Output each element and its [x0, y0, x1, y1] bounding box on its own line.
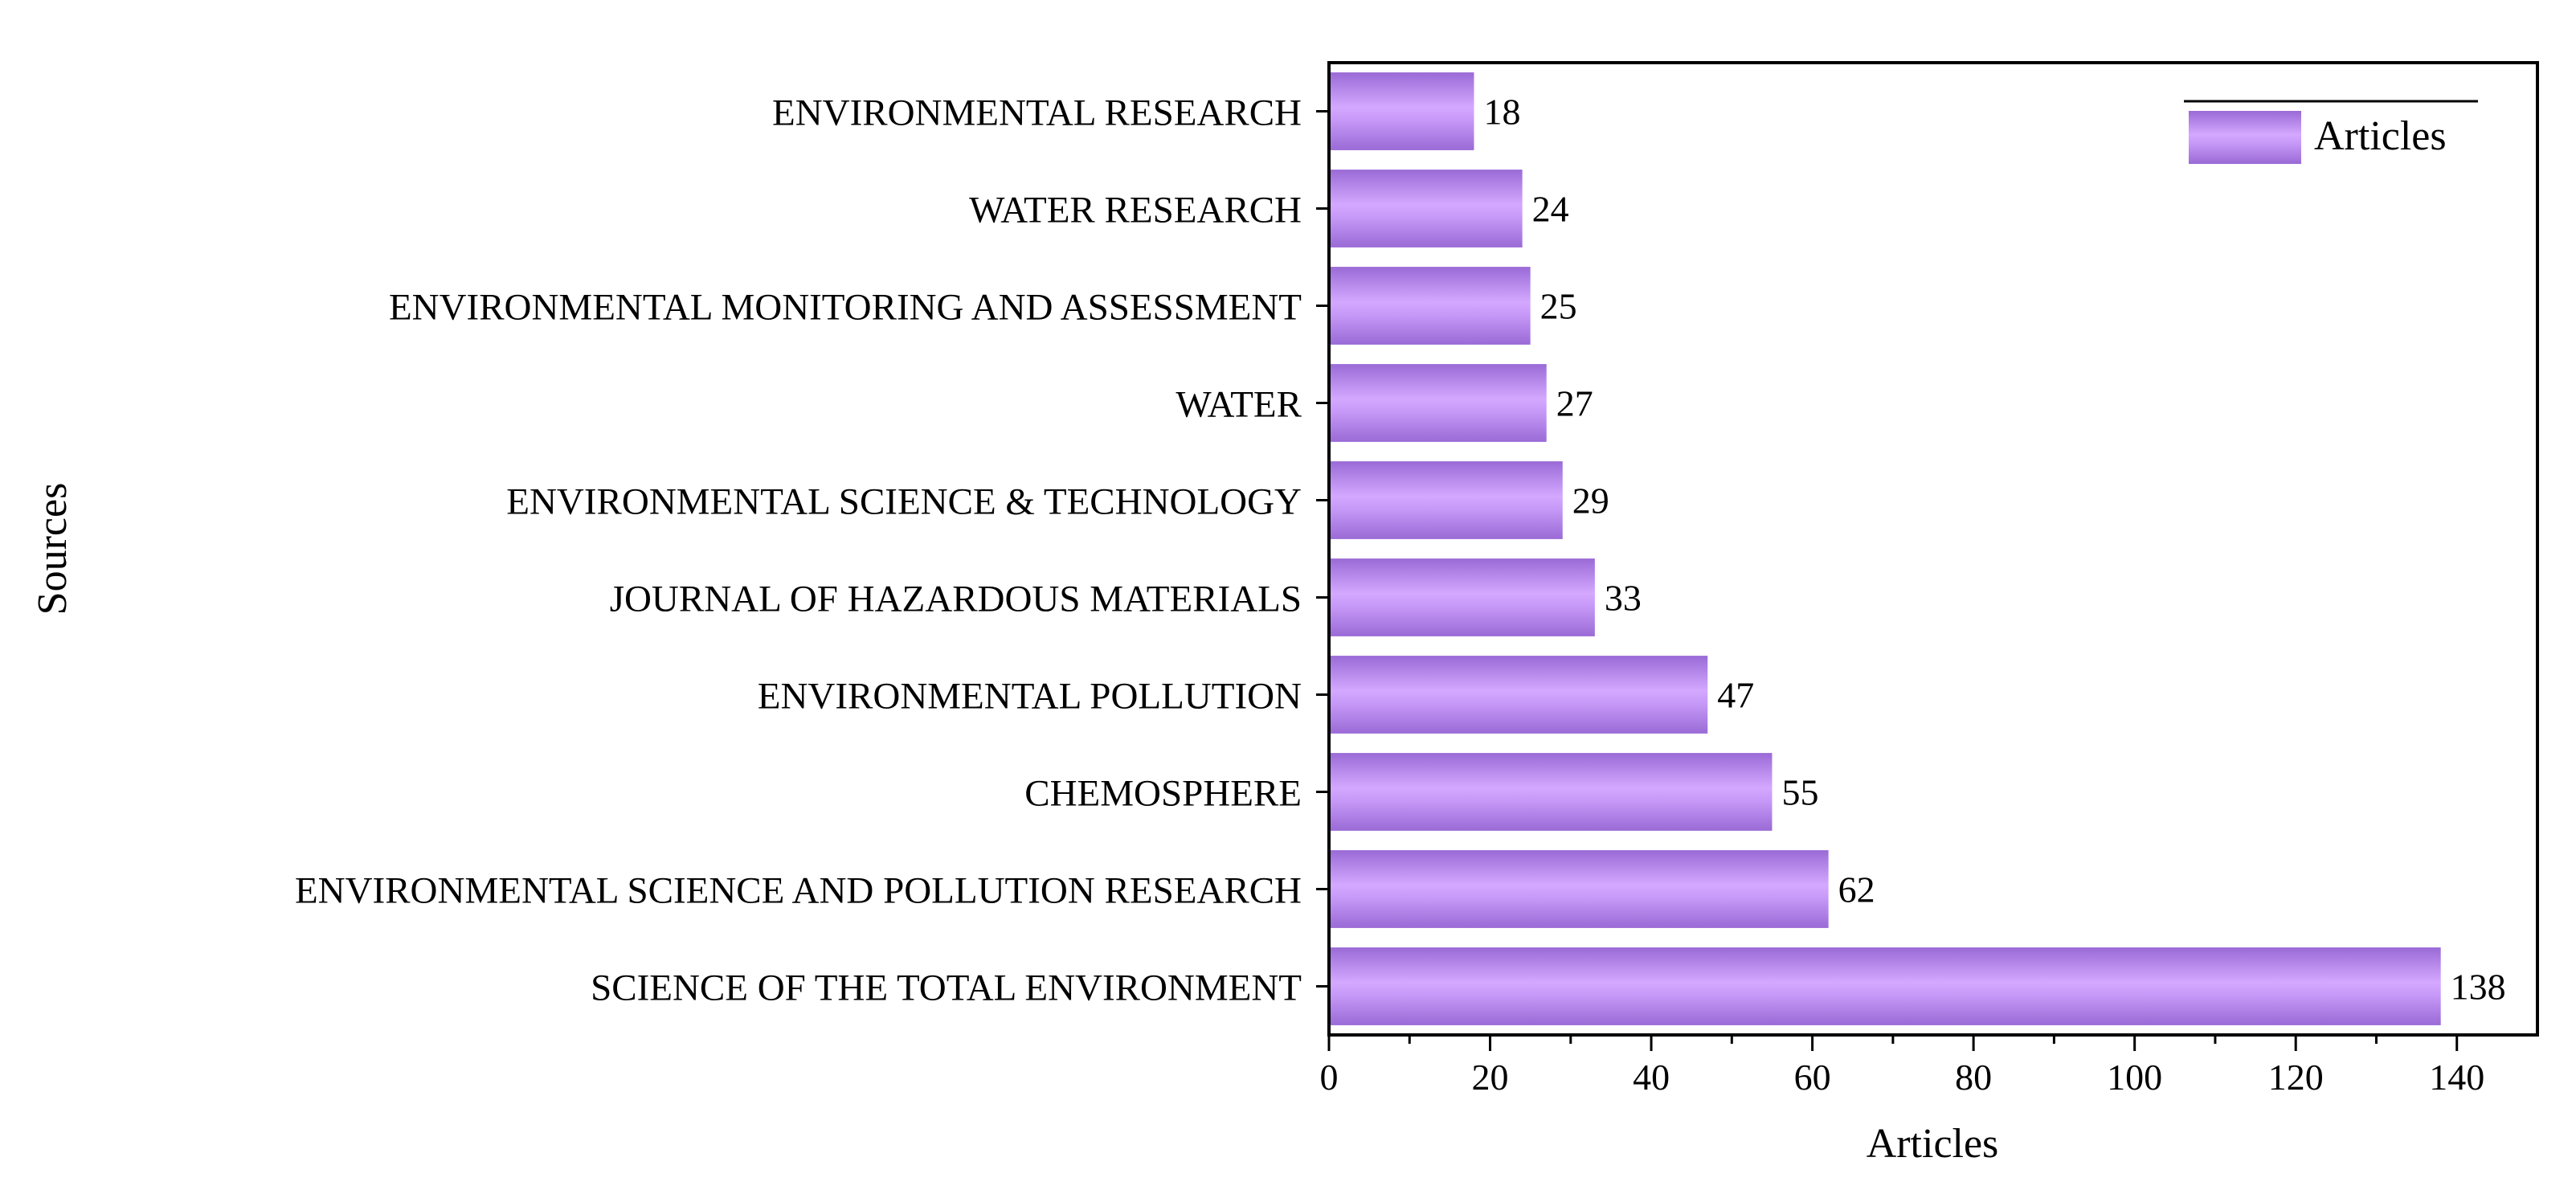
bar-value-label: 33	[1605, 578, 1642, 619]
category-label: ENVIRONMENTAL SCIENCE & TECHNOLOGY	[506, 481, 1302, 523]
bar-value-label: 27	[1556, 383, 1593, 424]
bar-value-label: 29	[1572, 481, 1609, 521]
category-label: WATER	[1176, 384, 1302, 426]
legend: Articles	[2184, 100, 2478, 164]
category-label: ENVIRONMENTAL POLLUTION	[758, 676, 1302, 718]
bar-value-label: 18	[1483, 92, 1520, 133]
y-axis-ticks-group	[1316, 110, 1329, 988]
plot-frame	[1327, 61, 2539, 1037]
x-axis-ticks-group: 0 20 40 60 80 100 120 140	[1320, 1035, 2484, 1098]
bar-1	[1329, 72, 1474, 150]
bar-10	[1329, 947, 2441, 1025]
x-tick-label: 60	[1794, 1057, 1831, 1098]
x-axis-title: Articles	[1867, 1121, 1999, 1167]
bar-value-label: 24	[1532, 189, 1569, 230]
bar-7	[1329, 656, 1708, 734]
x-tick-label: 40	[1633, 1057, 1670, 1098]
bar-5	[1329, 461, 1563, 539]
data-labels-group: 18 24 25 27 29 33 47 55 62 138	[1483, 92, 2505, 1008]
category-label: ENVIRONMENTAL RESEARCH	[772, 92, 1302, 134]
category-label: WATER RESEARCH	[969, 190, 1302, 231]
category-label: ENVIRONMENTAL MONITORING AND ASSESSMENT	[389, 287, 1302, 329]
bar-9	[1329, 850, 1829, 928]
category-label: JOURNAL OF HAZARDOUS MATERIALS	[610, 579, 1302, 620]
bar-value-label: 25	[1540, 286, 1577, 327]
x-tick-label: 80	[1955, 1057, 1992, 1098]
bar-6	[1329, 558, 1595, 636]
category-labels-group: ENVIRONMENTAL RESEARCH WATER RESEARCH ENVI…	[295, 92, 1302, 1009]
bar-value-label: 62	[1838, 869, 1875, 910]
category-label: SCIENCE OF THE TOTAL ENVIRONMENT	[591, 967, 1302, 1009]
x-tick-label: 140	[2429, 1057, 2484, 1098]
category-label: CHEMOSPHERE	[1024, 773, 1302, 815]
x-tick-label: 0	[1320, 1057, 1339, 1098]
category-label: ENVIRONMENTAL SCIENCE AND POLLUTION RESE…	[295, 870, 1302, 912]
x-tick-label: 120	[2268, 1057, 2324, 1098]
bar-value-label: 138	[2451, 967, 2506, 1008]
bar-2	[1329, 170, 1523, 247]
bar-value-label: 55	[1781, 772, 1818, 813]
bar-3	[1329, 267, 1531, 345]
legend-label: Articles	[2314, 113, 2447, 159]
x-tick-label: 100	[2107, 1057, 2162, 1098]
x-tick-label: 20	[1472, 1057, 1509, 1098]
bar-8	[1329, 753, 1773, 831]
bars-group	[1329, 72, 2441, 1025]
bar-4	[1329, 364, 1547, 442]
bar-value-label: 47	[1717, 675, 1754, 716]
legend-swatch	[2189, 111, 2301, 164]
y-axis-title: Sources	[30, 483, 76, 615]
